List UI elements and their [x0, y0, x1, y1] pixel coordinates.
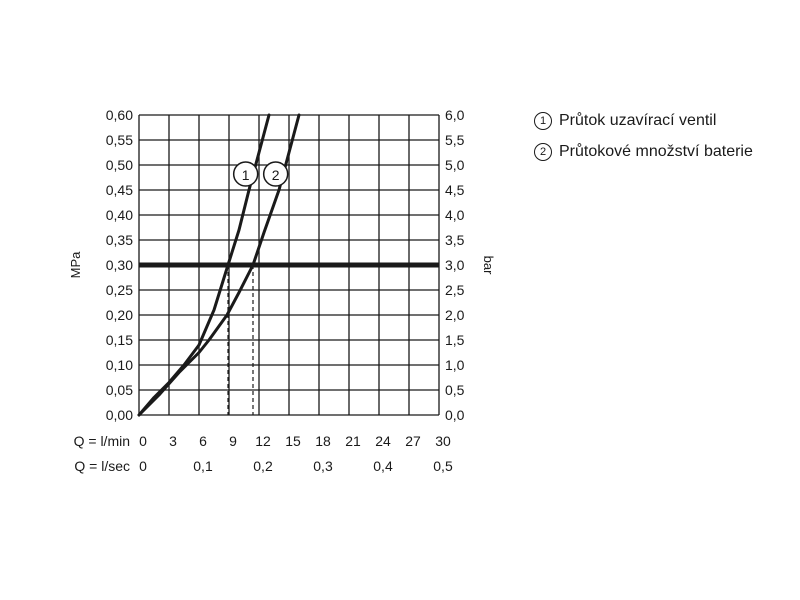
x-lmin-tick-label: 9	[229, 433, 237, 449]
right-axis-label: bar	[481, 256, 496, 275]
right-tick-label: 5,0	[445, 157, 465, 173]
x-lmin-tick-label: 18	[315, 433, 331, 449]
series-marker-label: 2	[272, 167, 280, 183]
legend-mark: 2	[534, 143, 552, 161]
series-marker-1	[232, 161, 259, 187]
x-lsec-tick-label: 0,3	[313, 458, 333, 474]
legend-mark: 1	[534, 112, 552, 130]
right-tick-label: 4,0	[445, 207, 465, 223]
right-tick-label: 0,0	[445, 407, 465, 423]
right-tick-label: 5,5	[445, 132, 465, 148]
x-lsec-tick-label: 0,1	[193, 458, 213, 474]
legend-item: 1 Průtok uzavírací ventil	[534, 110, 784, 131]
x-lsec-tick-label: 0,2	[253, 458, 273, 474]
right-tick-label: 6,0	[445, 107, 465, 123]
x-lmin-tick-label: 15	[285, 433, 301, 449]
left-axis-label: MPa	[68, 251, 83, 279]
left-tick-label: 0,55	[106, 132, 133, 148]
tick-labels: 0,000,050,100,150,200,250,300,350,400,45…	[106, 107, 465, 474]
right-tick-label: 1,5	[445, 332, 465, 348]
x-lsec-tick-label: 0	[139, 458, 147, 474]
right-tick-label: 0,5	[445, 382, 465, 398]
x-lmin-tick-label: 27	[405, 433, 421, 449]
left-tick-label: 0,60	[106, 107, 133, 123]
right-tick-label: 2,0	[445, 307, 465, 323]
left-tick-label: 0,20	[106, 307, 133, 323]
x-lmin-tick-label: 6	[199, 433, 207, 449]
legend-label: Průtok uzavírací ventil	[559, 112, 717, 129]
x-lmin-tick-label: 12	[255, 433, 271, 449]
legend-label: Průtokové množství baterie	[559, 143, 753, 160]
x-lmin-tick-label: 0	[139, 433, 147, 449]
series-marker-2	[262, 161, 289, 187]
x-lmin-tick-label: 3	[169, 433, 177, 449]
x-axis-lsec-label: Q = l/sec	[74, 458, 130, 474]
right-tick-label: 1,0	[445, 357, 465, 373]
left-tick-label: 0,45	[106, 182, 133, 198]
drop-lines	[227, 265, 254, 415]
right-tick-label: 2,5	[445, 282, 465, 298]
right-tick-label: 4,5	[445, 182, 465, 198]
x-lsec-tick-label: 0,5	[433, 458, 453, 474]
left-tick-label: 0,40	[106, 207, 133, 223]
x-lmin-tick-label: 21	[345, 433, 361, 449]
left-tick-label: 0,15	[106, 332, 133, 348]
x-lmin-tick-label: 30	[435, 433, 451, 449]
left-tick-label: 0,35	[106, 232, 133, 248]
right-tick-label: 3,0	[445, 257, 465, 273]
left-tick-label: 0,30	[106, 257, 133, 273]
left-tick-label: 0,05	[106, 382, 133, 398]
x-axis-lmin-label: Q = l/min	[74, 433, 130, 449]
left-tick-label: 0,50	[106, 157, 133, 173]
left-tick-label: 0,25	[106, 282, 133, 298]
x-lmin-tick-label: 24	[375, 433, 391, 449]
x-lsec-tick-label: 0,4	[373, 458, 393, 474]
series-marker-label: 1	[242, 167, 250, 183]
legend: 1 Průtok uzavírací ventil 2 Průtokové mn…	[534, 110, 784, 172]
legend-item: 2 Průtokové množství baterie	[534, 141, 784, 162]
left-tick-label: 0,10	[106, 357, 133, 373]
right-tick-label: 3,5	[445, 232, 465, 248]
left-tick-label: 0,00	[106, 407, 133, 423]
